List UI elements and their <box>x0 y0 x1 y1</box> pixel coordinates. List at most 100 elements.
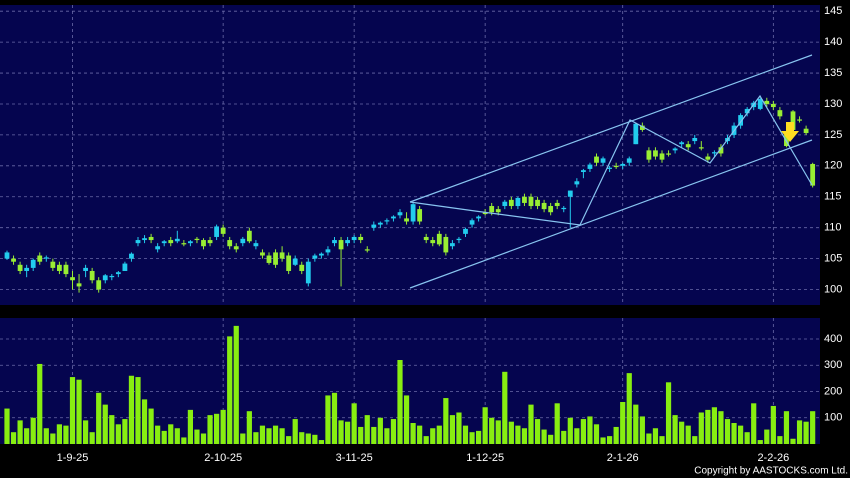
candle-body <box>89 270 95 281</box>
volume-bar <box>161 430 167 444</box>
candle-body <box>764 100 770 104</box>
candle-body <box>508 199 514 207</box>
volume-bar <box>69 377 76 444</box>
volume-bar <box>194 429 200 444</box>
volume-bar <box>377 417 383 444</box>
candle-body <box>63 264 69 275</box>
candle-body <box>377 222 383 225</box>
volume-bar <box>141 399 148 444</box>
x-tick-label: 1-9-25 <box>57 452 89 464</box>
volume-bar <box>757 440 763 444</box>
candle-body <box>620 163 626 166</box>
candle-body <box>587 164 593 169</box>
volume-bar <box>227 336 233 444</box>
y-tick-label: 110 <box>824 222 842 234</box>
volume-bar <box>4 408 10 444</box>
candle-body <box>607 167 612 169</box>
volume-bar <box>751 403 757 444</box>
volume-bar <box>692 436 698 444</box>
volume-bar <box>331 392 338 444</box>
y-tick-label: 135 <box>824 67 842 79</box>
volume-bar <box>292 419 298 444</box>
volume-bar <box>436 425 442 444</box>
candle-body <box>679 142 685 145</box>
candle-body <box>174 238 180 242</box>
volume-bar <box>646 433 652 444</box>
volume-bar <box>462 425 469 444</box>
candle-body <box>319 253 324 256</box>
candle-body <box>744 108 750 114</box>
copyright: Copyright by AASTOCKS.com Ltd. <box>694 466 848 477</box>
trend-lines <box>409 54 813 289</box>
volume-bar <box>135 377 141 444</box>
y-tick-label: 120 <box>824 160 842 172</box>
candle-body <box>325 249 331 253</box>
volume-bar <box>652 428 659 444</box>
candle-body <box>443 236 449 253</box>
y-tick-label: 300 <box>824 359 842 371</box>
candle-body <box>358 236 364 241</box>
candle-body <box>738 115 743 126</box>
candle-body <box>548 206 554 213</box>
volume-bar <box>220 409 226 444</box>
candle-body <box>214 226 219 237</box>
volume-bar <box>305 433 311 444</box>
candle-body <box>489 206 495 213</box>
volume-bar <box>338 420 344 444</box>
volume-bar <box>207 415 213 444</box>
candle-body <box>436 233 442 245</box>
candle-body <box>410 204 416 222</box>
volume-bar <box>711 407 717 444</box>
y-tick-label: 140 <box>824 36 842 48</box>
candle-body <box>338 240 344 250</box>
volume-bar <box>803 421 809 444</box>
candle-body <box>685 144 691 148</box>
candle-body <box>135 240 141 244</box>
candle-body <box>220 227 226 234</box>
volume-bar <box>430 428 436 444</box>
candle-body <box>279 252 285 259</box>
volume-bar <box>659 436 665 444</box>
volume-bar <box>148 408 154 444</box>
candle-body <box>227 240 233 247</box>
candle-body <box>37 255 43 262</box>
candle-body <box>790 111 796 130</box>
candle-body <box>43 257 49 259</box>
volume-bar <box>50 433 56 444</box>
volume-bar <box>30 417 36 444</box>
candle-body <box>456 238 462 241</box>
candle-body <box>613 165 619 168</box>
candle-body <box>417 209 423 222</box>
volume-bar <box>521 428 528 444</box>
candle-body <box>803 128 809 134</box>
volume-bar <box>181 437 187 444</box>
candle-body <box>161 241 167 244</box>
volume-bar <box>358 426 364 444</box>
volume-bar <box>554 403 560 444</box>
volume-bar <box>253 432 259 444</box>
y-tick-label: 130 <box>824 98 842 110</box>
volume-bar <box>187 409 193 444</box>
candle-body <box>581 170 586 173</box>
candle-body <box>260 252 265 256</box>
candle-body <box>76 283 82 287</box>
volume-bar <box>764 429 770 444</box>
candle-body <box>541 202 547 210</box>
candle-body <box>332 240 337 244</box>
candle-body <box>148 236 154 241</box>
volume-bar <box>620 402 626 444</box>
candle-body <box>757 99 763 109</box>
volume-bar <box>128 375 135 444</box>
price-panel <box>0 5 820 305</box>
candle-body <box>423 236 429 241</box>
candle-body <box>142 238 147 241</box>
volume-bar <box>109 415 115 444</box>
volume-bar <box>502 371 508 444</box>
volume-bar <box>246 411 252 444</box>
candle-body <box>797 119 802 121</box>
candle-body <box>181 243 187 245</box>
candle-body <box>463 228 468 234</box>
volume-bar <box>397 360 403 444</box>
volume-bar <box>168 424 174 444</box>
volume-bar <box>672 415 678 444</box>
